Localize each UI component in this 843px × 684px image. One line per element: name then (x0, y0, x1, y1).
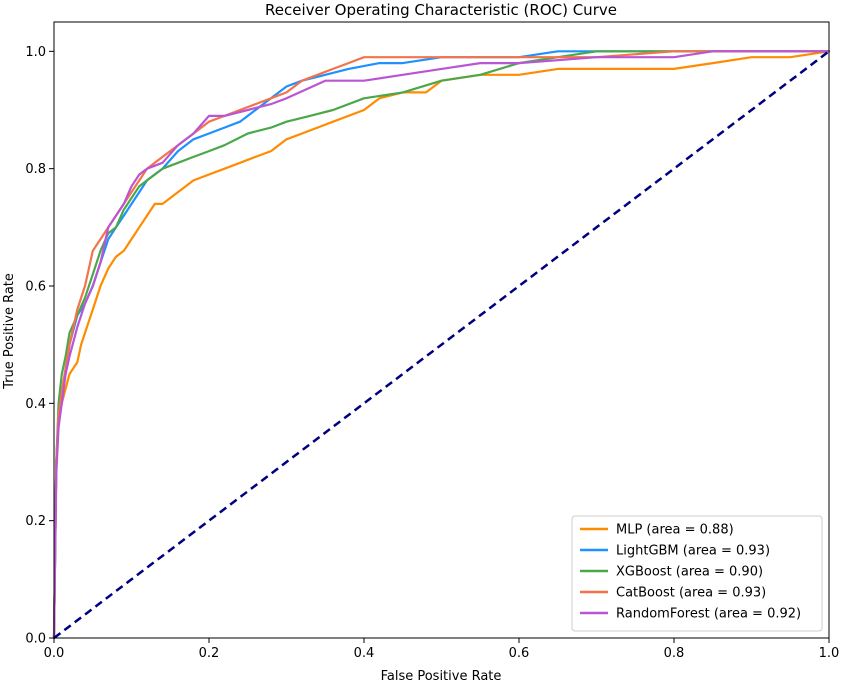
x-tick-label: 0.6 (509, 646, 530, 661)
chart-title: Receiver Operating Characteristic (ROC) … (265, 1, 617, 19)
legend-box (571, 515, 823, 632)
x-tick-label: 0.0 (44, 646, 65, 661)
series-line-lightgbm (52, 50, 831, 640)
legend-label-mlp: MLP (area = 0.88) (616, 523, 734, 538)
x-tick-label: 1.0 (819, 646, 840, 661)
reference-diagonal-line (53, 50, 830, 639)
y-tick-label: 1.0 (25, 45, 46, 60)
y-tick-label: 0.0 (25, 632, 46, 647)
legend-label-catboost: CatBoost (area = 0.93) (616, 586, 766, 601)
x-tick-label: 0.4 (354, 646, 375, 661)
x-tick-label: 0.2 (199, 646, 220, 661)
legend-label-randomforest: RandomForest (area = 0.92) (616, 607, 801, 622)
y-tick-label: 0.2 (25, 514, 46, 529)
plot-frame (53, 21, 830, 639)
y-tick-label: 0.4 (25, 397, 46, 412)
y-tick-label: 0.6 (25, 280, 46, 295)
y-tick-label: 0.8 (25, 162, 46, 177)
x-tick-label: 0.8 (664, 646, 685, 661)
legend-label-xgboost: XGBoost (area = 0.90) (616, 565, 763, 580)
y-axis-label: True Positive Rate (2, 273, 17, 390)
series-line-xgboost (52, 50, 831, 640)
series-line-randomforest (52, 50, 831, 640)
legend-label-lightgbm: LightGBM (area = 0.93) (616, 544, 770, 559)
x-axis-label: False Positive Rate (381, 669, 502, 684)
plot-area: 0.0 0.2 0.4 0.6 0.8 1.0 0.0 0.2 0.4 0.6 0.8 1.0 MLP … (25, 21, 840, 661)
series-line-mlp (52, 50, 831, 640)
